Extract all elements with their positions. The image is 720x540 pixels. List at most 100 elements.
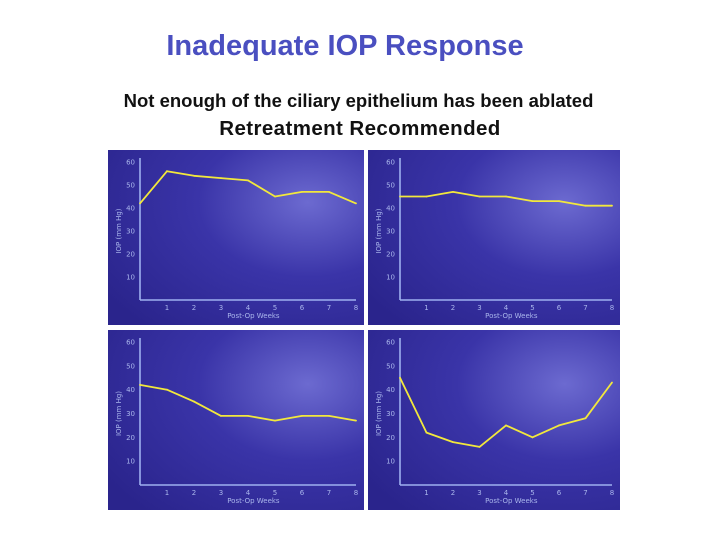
data-point — [328, 191, 330, 193]
x-tick-label: 3 — [477, 489, 481, 497]
data-point — [558, 424, 560, 427]
data-point — [611, 204, 613, 207]
line-chart: 10 20 30 40 50 60 1 2 3 4 5 6 7 8 Post-Op Weeks IOP (mm… — [368, 150, 620, 325]
x-axis-label: Post-Op Weeks — [485, 312, 538, 320]
data-point — [478, 445, 481, 448]
x-tick-label: 8 — [610, 304, 614, 312]
data-point — [139, 202, 141, 205]
y-tick-label: 40 — [386, 205, 395, 213]
y-axis-label: IOP (mm Hg) — [115, 208, 123, 253]
chart-background — [108, 330, 364, 510]
y-tick-label: 10 — [126, 458, 135, 466]
y-tick-label: 50 — [386, 362, 395, 370]
y-tick-label: 10 — [126, 274, 135, 282]
data-point — [478, 195, 481, 198]
chart-background — [368, 150, 620, 325]
data-point — [452, 191, 454, 193]
data-point — [274, 195, 276, 198]
data-point — [584, 417, 587, 420]
data-point — [166, 170, 168, 173]
x-tick-label: 3 — [219, 304, 223, 312]
y-tick-label: 40 — [126, 205, 135, 213]
chart-panel-top-left: 10 20 30 40 50 60 1 2 3 4 5 6 7 8 Post-Op Weeks IOP (mm… — [108, 150, 364, 325]
y-tick-label: 20 — [386, 251, 395, 259]
y-tick-label: 50 — [126, 362, 135, 370]
y-tick-label: 60 — [126, 159, 135, 167]
x-tick-label: 6 — [300, 489, 305, 497]
x-axis-label: Post-Op Weeks — [227, 312, 280, 320]
data-point — [355, 419, 357, 422]
x-tick-label: 7 — [327, 304, 331, 312]
data-point — [355, 202, 357, 205]
y-tick-label: 40 — [386, 386, 395, 394]
y-tick-label: 60 — [386, 339, 395, 347]
x-axis-label: Post-Op Weeks — [227, 497, 280, 505]
line-chart: 10 20 30 40 50 60 1 2 3 4 5 6 7 8 Post-Op Weeks IOP (mm… — [368, 330, 620, 510]
x-tick-label: 1 — [424, 304, 428, 312]
slide-subtitle: Not enough of the ciliary epithelium has… — [123, 90, 594, 111]
x-axis-label: Post-Op Weeks — [485, 497, 538, 505]
x-tick-label: 4 — [246, 304, 251, 312]
y-tick-label: 10 — [386, 458, 395, 466]
y-tick-label: 30 — [126, 410, 135, 418]
y-tick-label: 40 — [126, 386, 135, 394]
x-tick-label: 6 — [557, 489, 562, 497]
x-tick-label: 1 — [165, 489, 169, 497]
data-point — [505, 424, 507, 427]
y-tick-label: 20 — [386, 434, 395, 442]
y-tick-label: 20 — [126, 434, 135, 442]
x-tick-label: 3 — [477, 304, 481, 312]
x-tick-label: 3 — [219, 489, 223, 497]
y-tick-label: 30 — [386, 410, 395, 418]
y-tick-label: 60 — [126, 339, 135, 347]
data-point — [193, 174, 195, 177]
x-tick-label: 1 — [165, 304, 169, 312]
y-tick-label: 50 — [386, 182, 395, 190]
x-tick-label: 2 — [192, 489, 196, 497]
y-tick-label: 20 — [126, 251, 135, 259]
data-point — [166, 388, 168, 391]
x-tick-label: 8 — [610, 489, 614, 497]
data-point — [425, 195, 428, 198]
data-point — [558, 200, 560, 202]
data-point — [301, 414, 303, 417]
x-tick-label: 2 — [451, 489, 455, 497]
chart-panel-bottom-left: 10 20 30 40 50 60 1 2 3 4 5 6 7 8 Post-Op Weeks IOP (mm… — [108, 330, 364, 510]
x-tick-label: 8 — [354, 304, 358, 312]
y-tick-label: 60 — [386, 159, 395, 167]
x-tick-label: 6 — [300, 304, 305, 312]
y-axis-label: IOP (mm Hg) — [375, 391, 383, 436]
y-tick-label: 50 — [126, 182, 135, 190]
chart-background — [108, 150, 364, 325]
x-tick-label: 2 — [192, 304, 196, 312]
x-tick-label: 4 — [246, 489, 251, 497]
x-tick-label: 5 — [530, 304, 534, 312]
y-axis-label: IOP (mm Hg) — [375, 208, 383, 253]
data-point — [531, 436, 534, 439]
chart-panel-bottom-right: 10 20 30 40 50 60 1 2 3 4 5 6 7 8 Post-Op Weeks IOP (mm… — [368, 330, 620, 510]
x-tick-label: 5 — [273, 489, 277, 497]
data-point — [247, 179, 249, 182]
x-tick-label: 7 — [327, 489, 331, 497]
x-tick-label: 2 — [451, 304, 455, 312]
x-tick-label: 7 — [583, 489, 587, 497]
data-point — [399, 376, 401, 379]
x-tick-label: 1 — [424, 489, 428, 497]
slide-recommendation: Retreatment Recommended — [219, 117, 501, 140]
data-point — [193, 400, 195, 403]
x-tick-label: 5 — [273, 304, 277, 312]
y-tick-label: 10 — [386, 274, 395, 282]
data-point — [584, 204, 587, 207]
line-chart: 10 20 30 40 50 60 1 2 3 4 5 6 7 8 Post-Op Weeks IOP (mm… — [108, 330, 364, 510]
x-tick-label: 6 — [557, 304, 562, 312]
x-tick-label: 4 — [504, 304, 509, 312]
data-point — [611, 381, 613, 384]
x-tick-label: 8 — [354, 489, 358, 497]
data-point — [301, 191, 303, 193]
data-point — [220, 414, 222, 417]
data-point — [220, 177, 222, 179]
data-point — [139, 384, 141, 386]
x-tick-label: 5 — [530, 489, 534, 497]
data-point — [274, 419, 276, 422]
data-point — [505, 195, 507, 198]
